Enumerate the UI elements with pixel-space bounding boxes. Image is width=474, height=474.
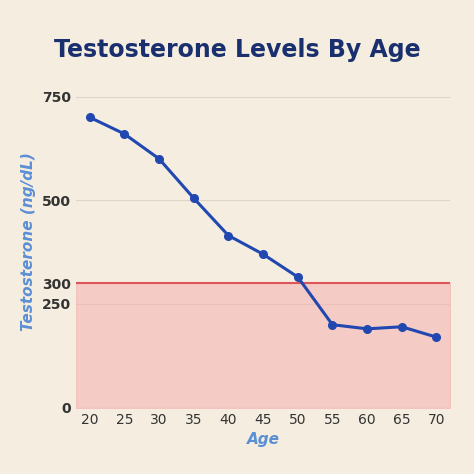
Text: Testosterone Levels By Age: Testosterone Levels By Age	[54, 38, 420, 62]
Y-axis label: Testosterone (ng/dL): Testosterone (ng/dL)	[21, 152, 36, 331]
X-axis label: Age: Age	[246, 432, 280, 447]
